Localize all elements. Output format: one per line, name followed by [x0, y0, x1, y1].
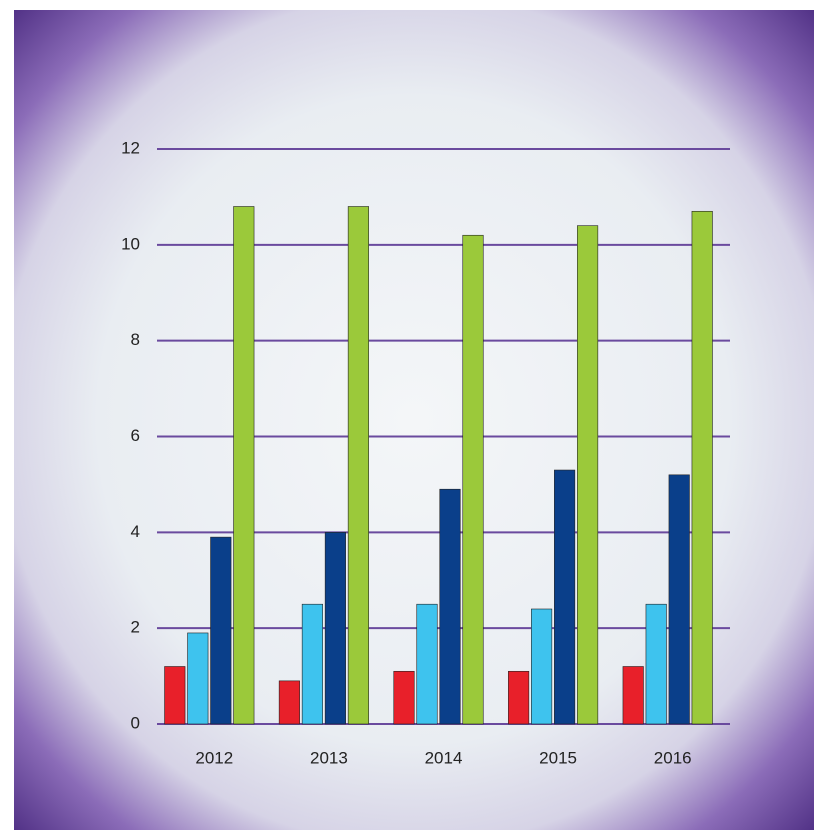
- bar: [554, 469, 576, 725]
- bar: [347, 206, 369, 725]
- bar: [278, 680, 300, 725]
- bar: [233, 206, 255, 725]
- bar: [668, 474, 690, 725]
- bar: [622, 666, 644, 725]
- x-tick-label: 2012: [195, 748, 233, 767]
- bar: [301, 603, 323, 725]
- bar: [645, 603, 667, 725]
- bar: [393, 670, 415, 725]
- x-tick-label: 2014: [425, 748, 463, 767]
- y-tick-label: 10: [121, 234, 140, 253]
- bar: [187, 632, 209, 725]
- y-tick-label: 8: [131, 330, 140, 349]
- y-tick-label: 4: [131, 522, 140, 541]
- y-tick-label: 0: [131, 713, 140, 732]
- x-tick-label: 2015: [539, 748, 577, 767]
- x-tick-label: 2013: [310, 748, 348, 767]
- bar: [508, 670, 530, 725]
- bar: [691, 210, 713, 725]
- x-tick-label: 2016: [654, 748, 692, 767]
- bar: [210, 536, 232, 725]
- y-tick-label: 6: [131, 426, 140, 445]
- y-tick-label: 2: [131, 618, 140, 637]
- bar: [324, 532, 346, 725]
- bar: [416, 603, 438, 725]
- y-tick-label: 12: [121, 138, 140, 157]
- bar: [531, 608, 553, 725]
- bar: [164, 666, 186, 725]
- bar: [577, 225, 599, 725]
- bar: [439, 488, 461, 725]
- bar: [462, 234, 484, 725]
